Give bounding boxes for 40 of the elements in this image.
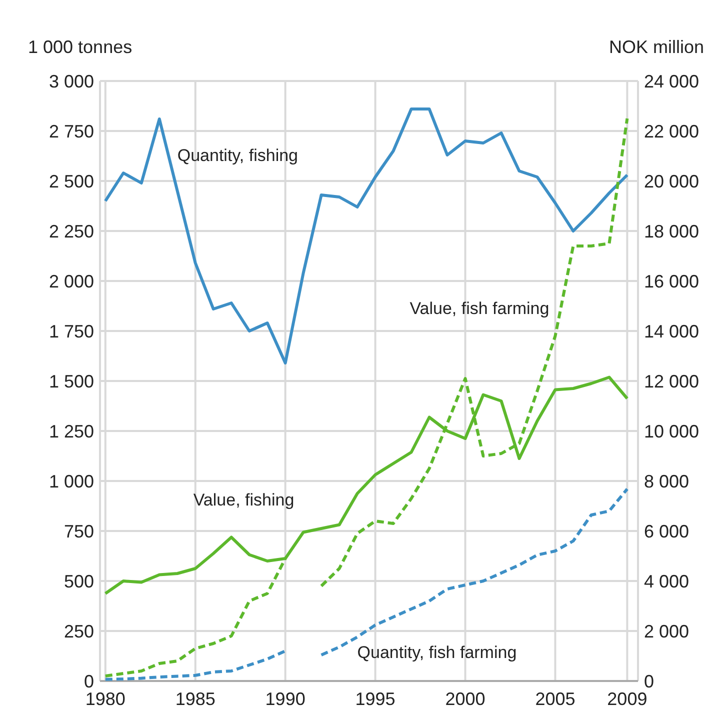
y-tick-label: 1 750 [48, 321, 94, 342]
x-tick-label: 1985 [175, 689, 216, 709]
y2-tick-label: 24 000 [644, 71, 700, 92]
y-tick-label: 2 750 [48, 121, 94, 142]
series-label: Quantity, fishing [177, 146, 298, 165]
y2-tick-label: 22 000 [644, 121, 700, 142]
y2-tick-label: 4 000 [644, 571, 690, 592]
line-series [104, 108, 629, 364]
y-tick-label: 0 [84, 671, 94, 692]
y-tick-label: 1 000 [48, 471, 94, 492]
y2-tick-label: 12 000 [644, 371, 700, 392]
y2-tick-label: 8 000 [644, 471, 690, 492]
y-tick-label: 2 250 [48, 221, 94, 242]
y-axis-title: 1 000 tonnes [28, 37, 132, 57]
y2-tick-label: 6 000 [644, 521, 690, 542]
y-tick-label: 1 500 [48, 371, 94, 392]
y2-tick-label: 16 000 [644, 271, 700, 292]
y2-tick-label: 0 [644, 671, 654, 692]
x-tick-label: 2005 [535, 689, 576, 709]
y2-tick-label: 18 000 [644, 221, 700, 242]
y-tick-label: 250 [64, 621, 94, 642]
series-label: Value, fishing [193, 490, 294, 510]
y2-tick-label: 14 000 [644, 321, 700, 342]
series-label: Value, fish farming [410, 299, 550, 318]
y2-tick-label: 20 000 [644, 171, 700, 192]
series-label: Quantity, fish farming [357, 643, 517, 662]
x-tick-label: 1980 [85, 689, 126, 709]
y-tick-label: 2 000 [48, 271, 94, 292]
x-tick-label: 2000 [445, 689, 486, 709]
y-tick-label: 2 500 [48, 171, 94, 192]
y2-axis-title: NOK million [608, 37, 704, 57]
y2-tick-label: 2 000 [644, 621, 690, 642]
x-tick-label: 2009 [607, 689, 648, 709]
y-tick-label: 750 [64, 521, 94, 542]
y2-tick-label: 10 000 [644, 421, 700, 442]
x-tick-label: 1995 [355, 689, 396, 709]
y-tick-label: 3 000 [48, 71, 94, 92]
x-tick-label: 1990 [265, 689, 306, 709]
y-tick-label: 500 [64, 571, 94, 592]
y-tick-label: 1 250 [48, 421, 94, 442]
